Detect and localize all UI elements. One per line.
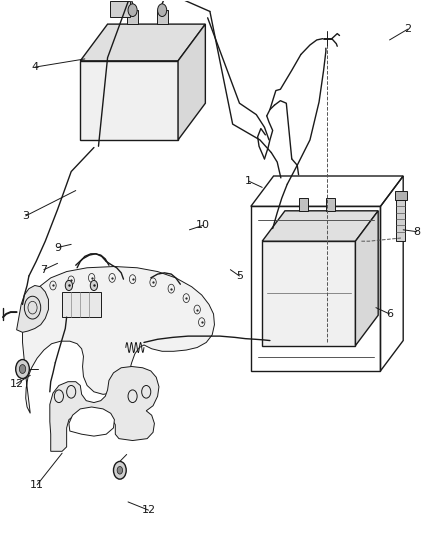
Polygon shape [22,266,215,413]
Polygon shape [80,24,205,61]
Polygon shape [111,0,123,1]
Circle shape [19,365,26,374]
Text: 7: 7 [40,265,47,274]
Text: 8: 8 [413,227,420,237]
Polygon shape [50,367,159,451]
Polygon shape [299,198,307,211]
Text: 3: 3 [22,211,29,221]
Polygon shape [262,211,378,241]
Polygon shape [262,241,356,345]
Text: 12: 12 [141,505,155,515]
Text: 9: 9 [54,243,61,253]
Circle shape [90,280,98,290]
Polygon shape [80,61,178,140]
Polygon shape [326,198,335,211]
Polygon shape [396,200,406,241]
Polygon shape [157,10,168,24]
Circle shape [25,296,41,319]
Circle shape [65,280,73,290]
Polygon shape [178,24,205,140]
Text: 2: 2 [404,24,411,34]
Circle shape [16,360,29,378]
Text: 10: 10 [196,220,210,230]
Text: 4: 4 [31,62,39,72]
Circle shape [158,4,167,17]
Text: 1: 1 [245,176,252,186]
Polygon shape [69,407,114,436]
Circle shape [117,466,123,474]
Polygon shape [127,10,138,24]
Polygon shape [110,1,131,17]
Polygon shape [17,286,49,332]
Circle shape [113,462,126,479]
Polygon shape [395,191,407,200]
Text: 6: 6 [386,309,393,319]
Circle shape [128,4,137,17]
Polygon shape [356,211,378,345]
Text: 11: 11 [30,480,44,490]
Text: 12: 12 [10,378,24,389]
Text: 5: 5 [236,271,243,281]
Polygon shape [62,292,101,317]
